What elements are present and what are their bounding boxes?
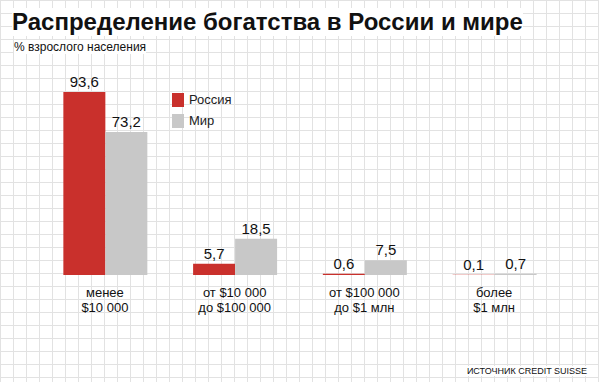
html-text:ИСТОЧНИК CREDIT SUISSE: ИСТОЧНИК CREDIT SUISSE [466,366,587,376]
svg-text:18,5: 18,5 [242,220,271,237]
svg-text:0,6: 0,6 [333,255,354,272]
svg-text:5,7: 5,7 [204,245,225,262]
svg-text:менее$10 000: менее$10 000 [81,285,128,315]
svg-text:7,5: 7,5 [375,241,396,258]
html-text:Распределение богатства в Росс: Распределение богатства в России и мире [12,8,523,35]
svg-text:от $100 000до $1 млн: от $100 000до $1 млн [329,285,400,315]
svg-text:0,1: 0,1 [463,256,484,273]
svg-text:73,2: 73,2 [112,113,141,130]
svg-text:от $10 000до $100 000: от $10 000до $100 000 [198,285,271,315]
html-text:% взрослого населения: % взрослого населения [14,40,147,54]
svg-text:0,7: 0,7 [505,255,526,272]
html-text:Россия: Россия [189,92,232,107]
html-text:Мир: Мир [189,113,215,128]
svg-text:более$1 млн: более$1 млн [473,285,515,315]
svg-text:93,6: 93,6 [70,73,99,90]
